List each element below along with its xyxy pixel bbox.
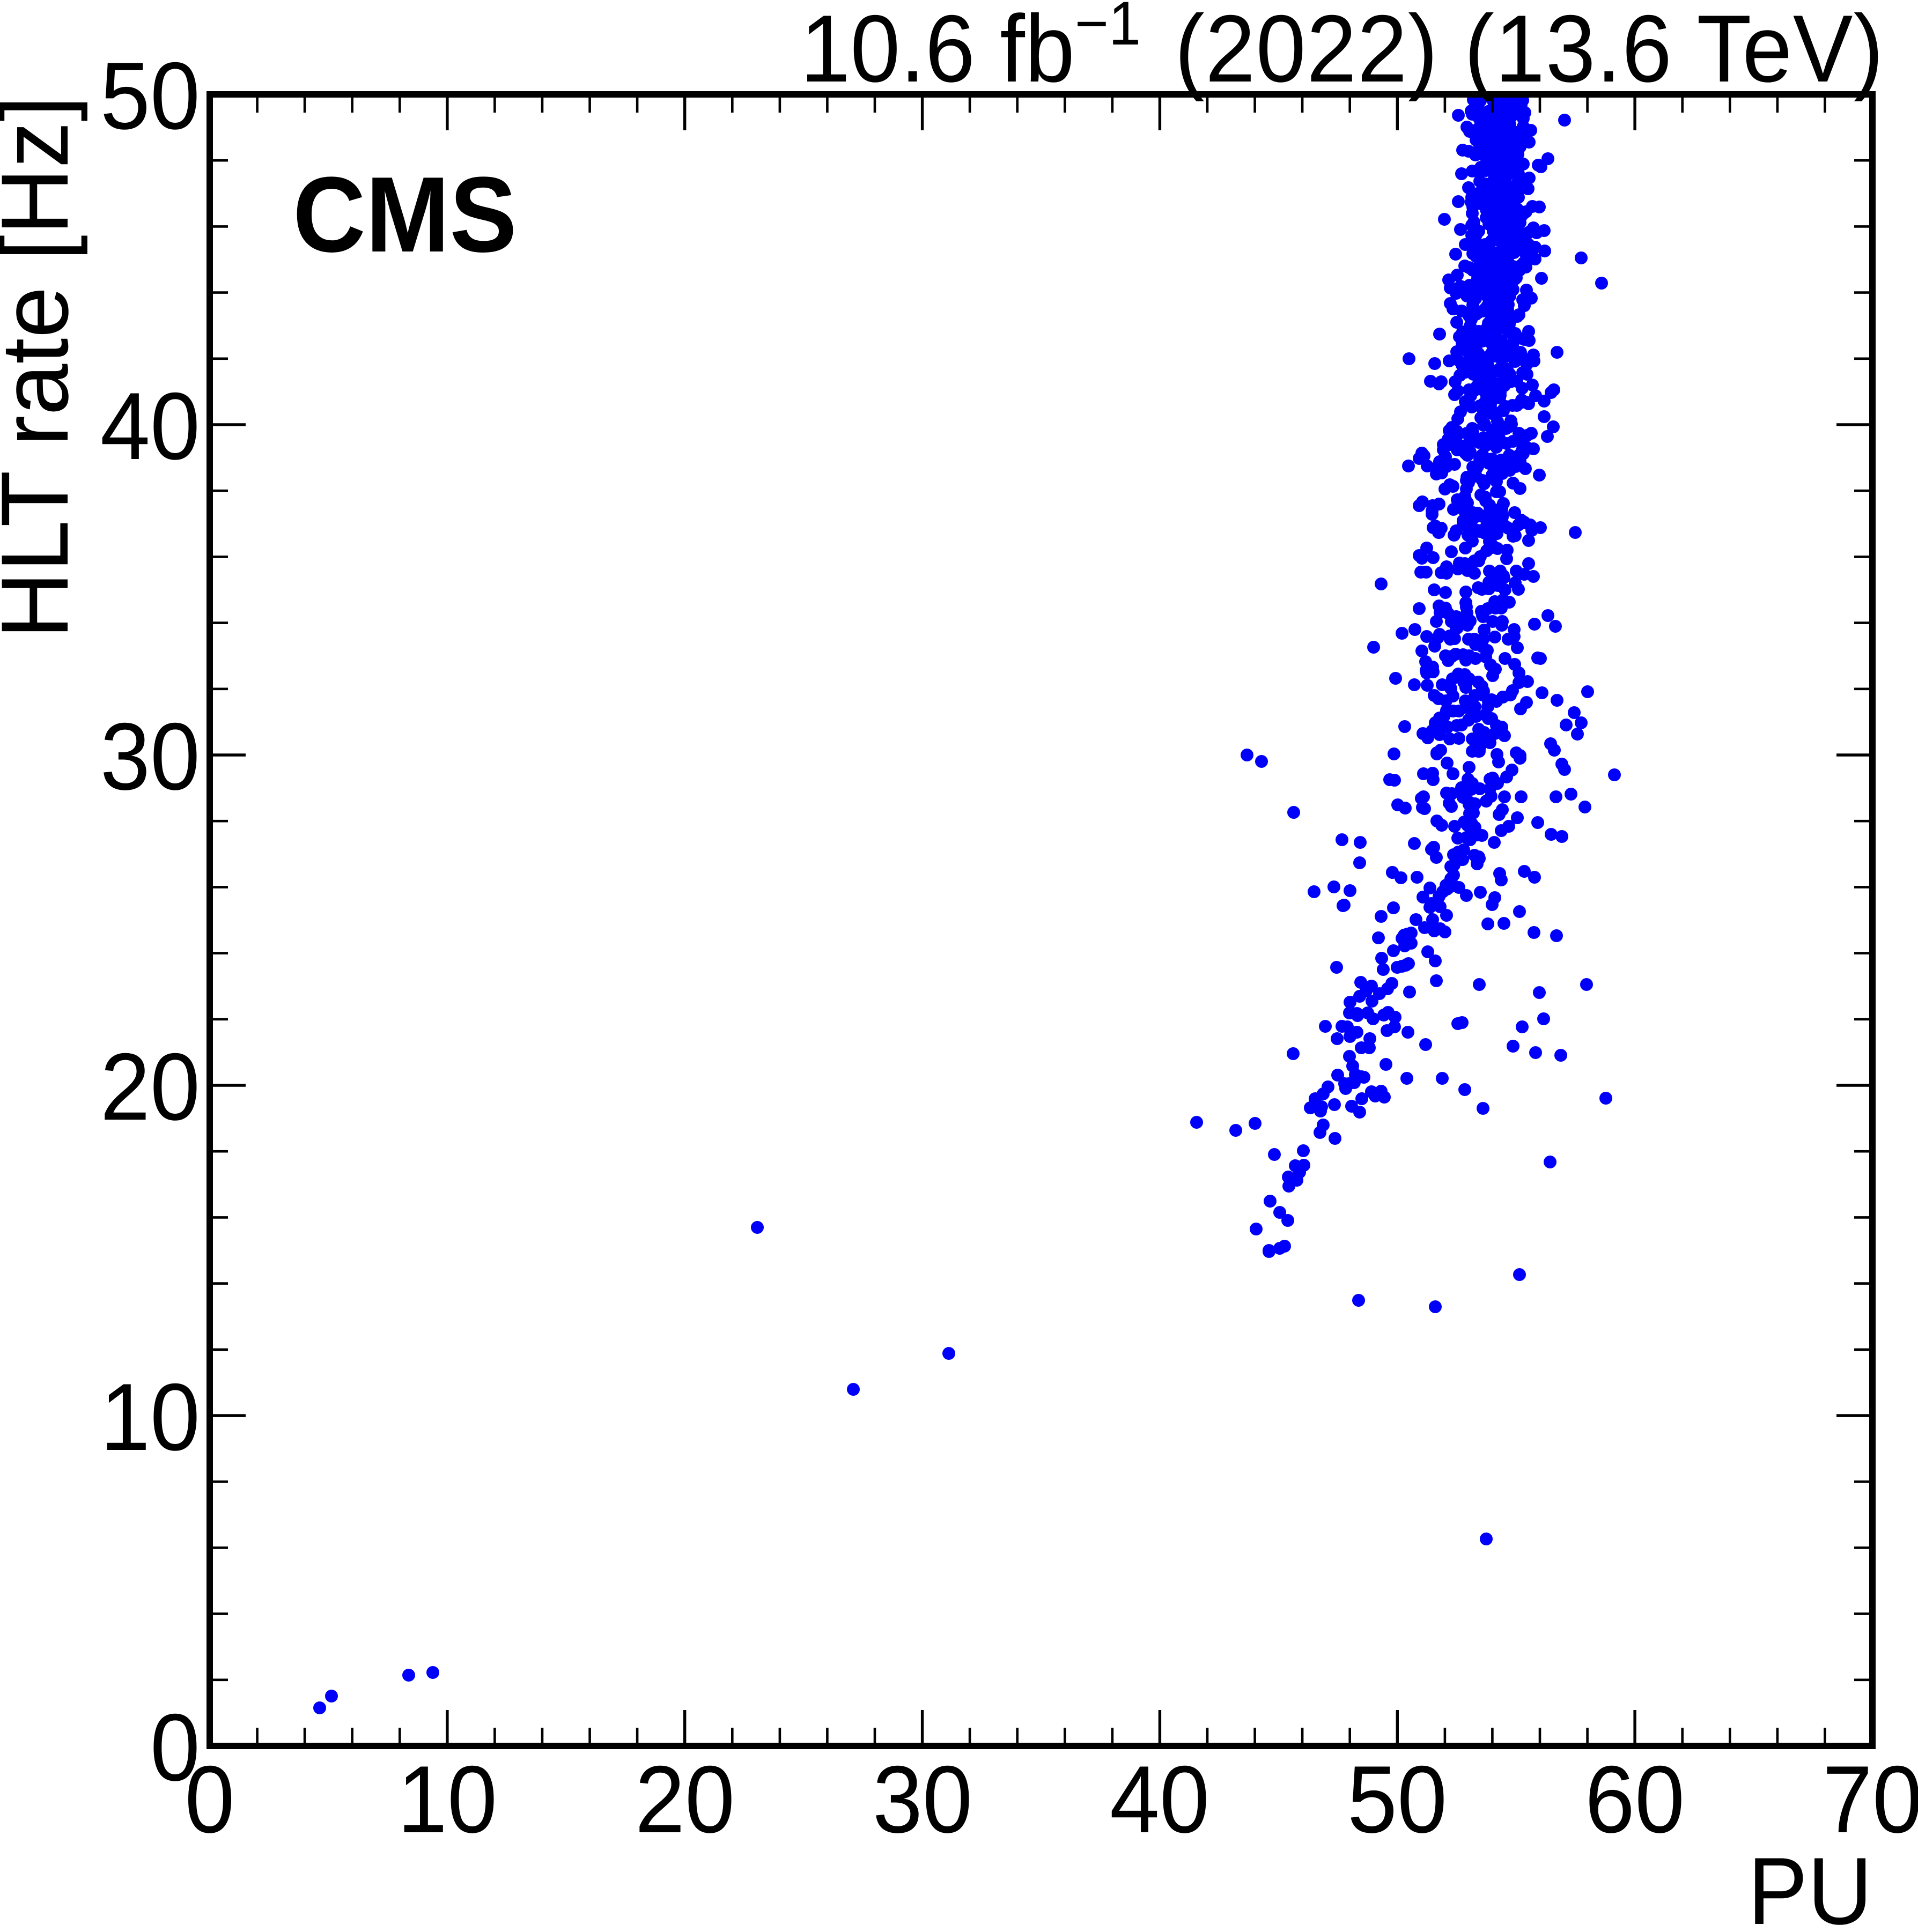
svg-text:40: 40 [100,373,200,479]
svg-text:60: 60 [1585,1746,1685,1853]
svg-text:CMS: CMS [293,155,517,275]
svg-text:0: 0 [150,1694,200,1801]
svg-text:20: 20 [100,1033,200,1140]
svg-text:40: 40 [1110,1746,1209,1853]
svg-text:50: 50 [1347,1746,1447,1853]
svg-text:70: 70 [1823,1746,1918,1853]
svg-text:10.6 fb−1 (2022) (13.6 TeV): 10.6 fb−1 (2022) (13.6 TeV) [800,0,1884,102]
svg-text:10: 10 [397,1746,497,1853]
svg-text:0: 0 [185,1746,234,1853]
svg-text:10: 10 [100,1364,200,1470]
svg-text:50: 50 [100,42,200,149]
svg-text:HLT rate [Hz]: HLT rate [Hz] [0,96,88,639]
svg-text:PU: PU [1748,1838,1872,1929]
svg-text:30: 30 [873,1746,972,1853]
svg-text:20: 20 [635,1746,735,1853]
svg-text:30: 30 [100,703,200,810]
